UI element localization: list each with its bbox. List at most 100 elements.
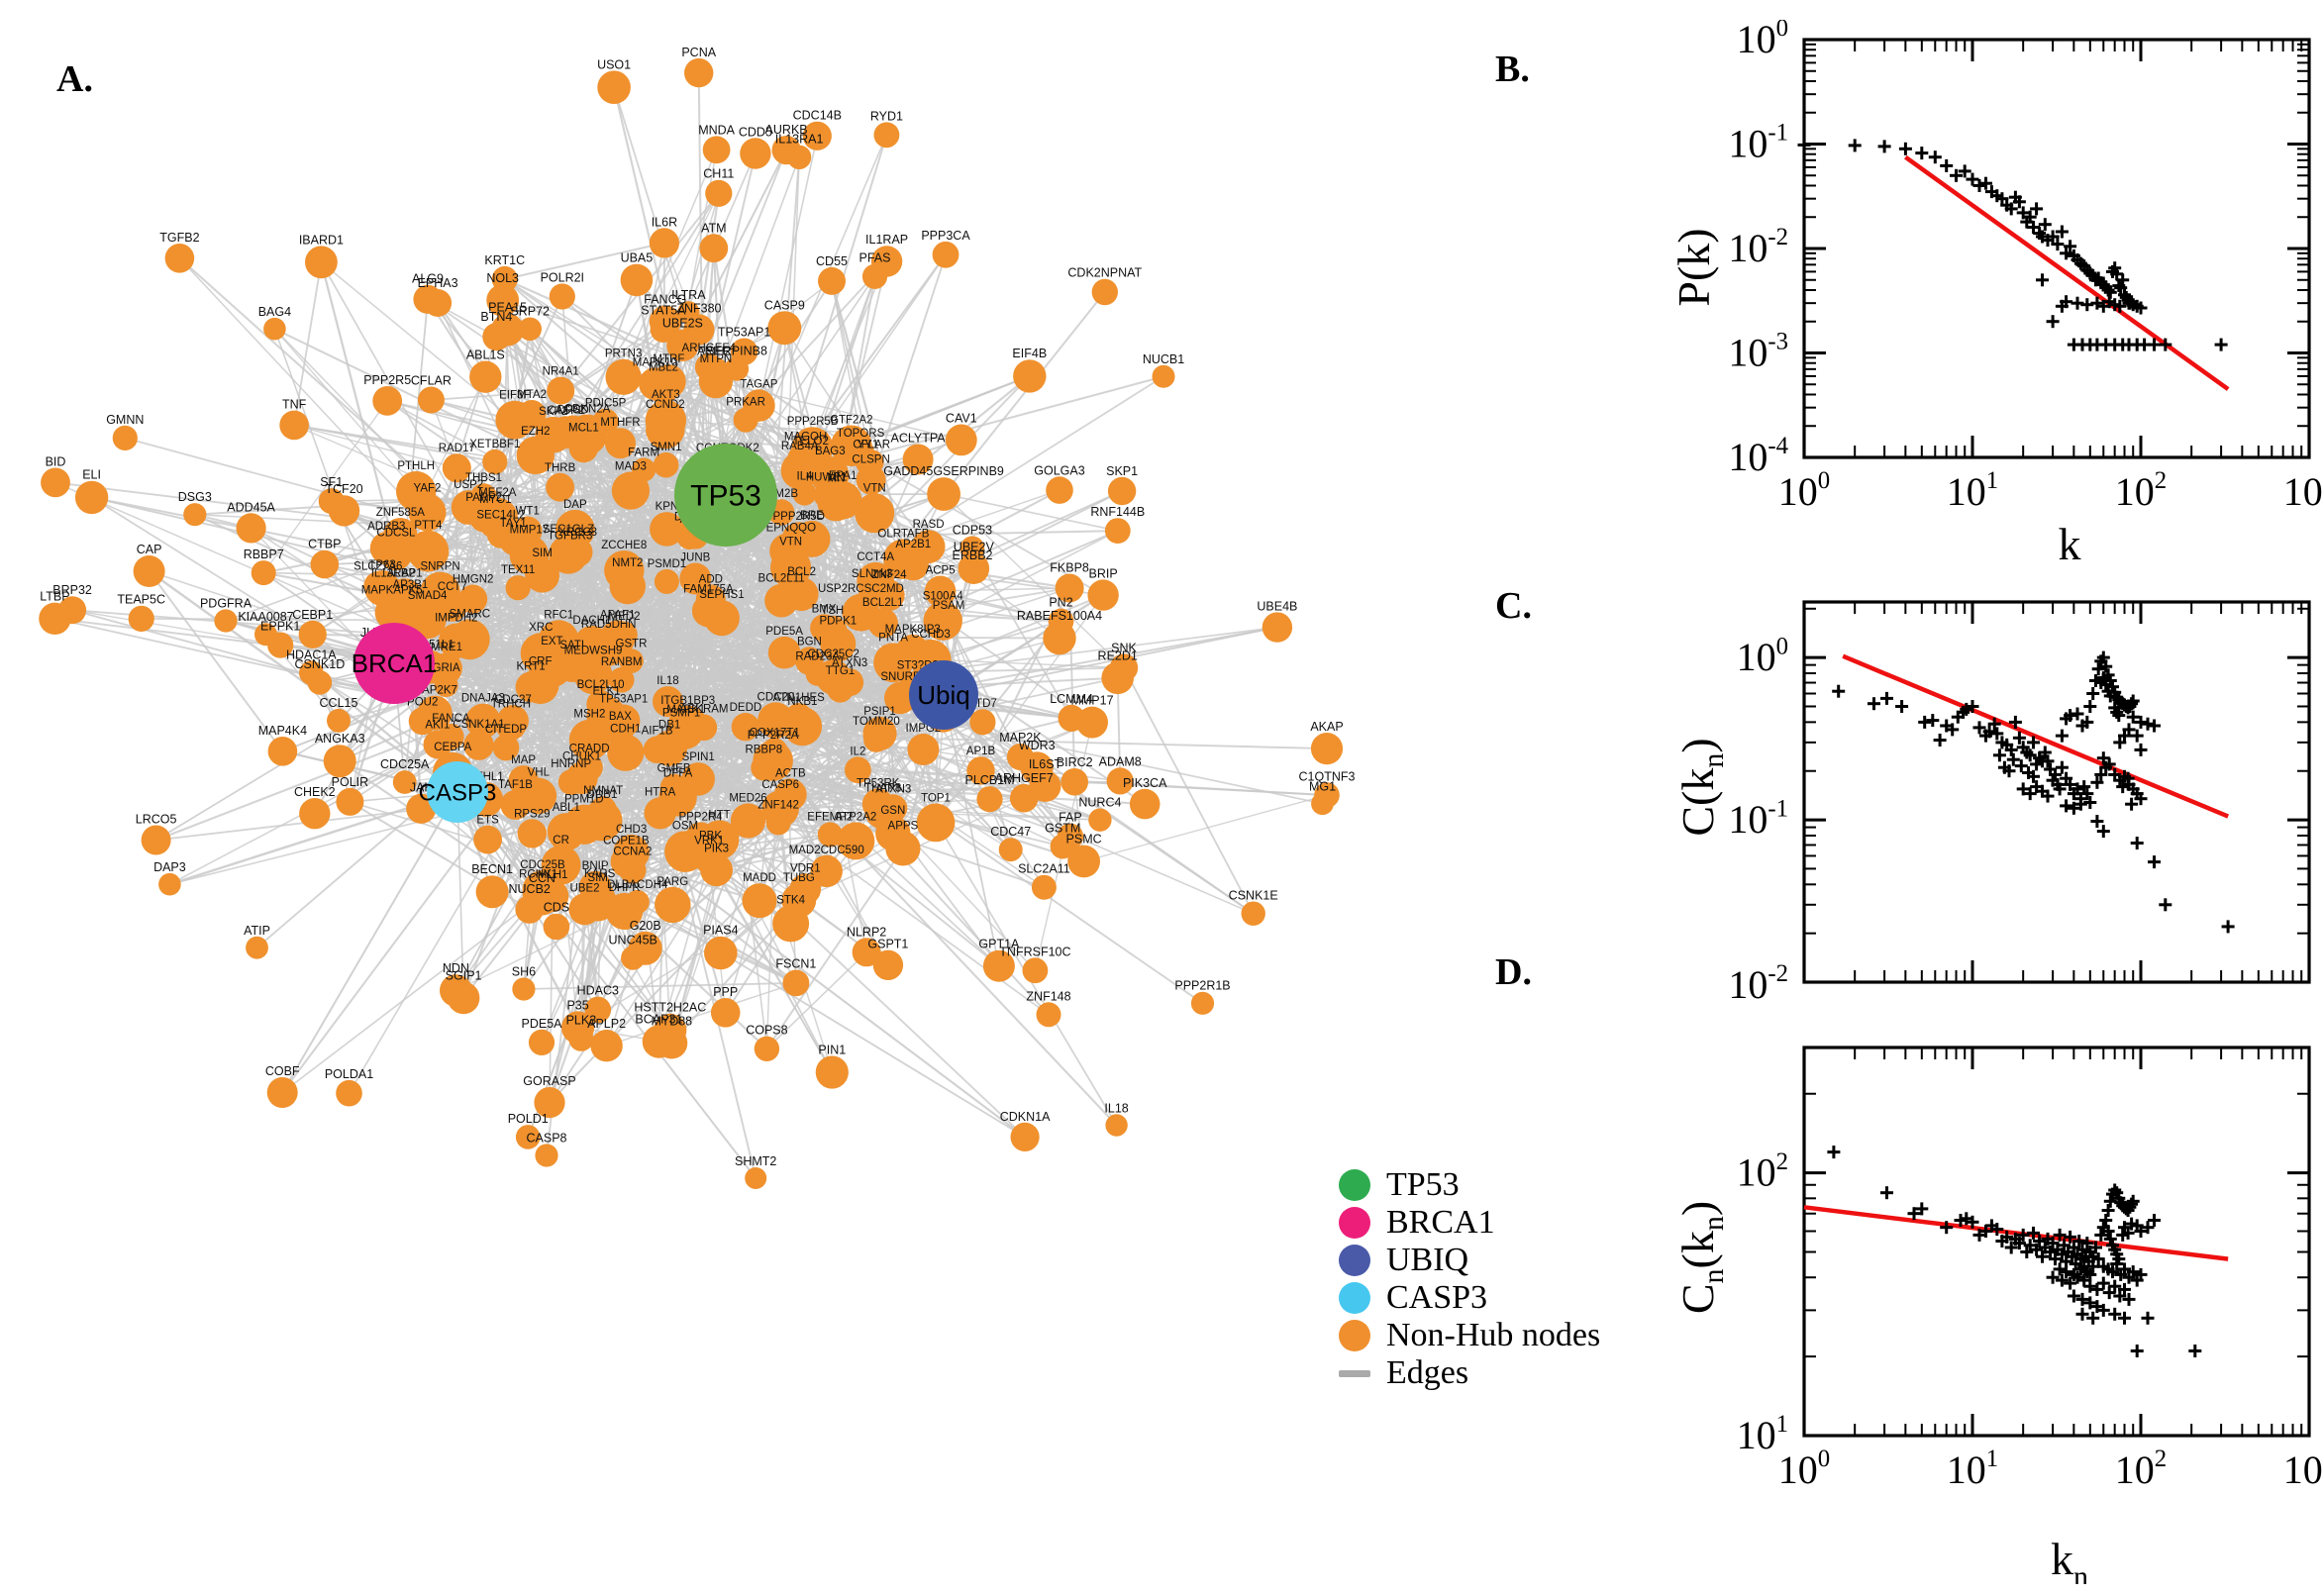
network-node[interactable] bbox=[873, 122, 900, 149]
network-node[interactable] bbox=[845, 756, 871, 784]
network-node[interactable] bbox=[1088, 808, 1112, 832]
network-node[interactable] bbox=[58, 596, 87, 625]
network-node[interactable] bbox=[730, 803, 766, 839]
network-node[interactable] bbox=[492, 734, 520, 761]
network-node[interactable] bbox=[1043, 621, 1076, 655]
network-node[interactable] bbox=[628, 931, 662, 965]
network-node[interactable] bbox=[855, 493, 895, 534]
network-node[interactable] bbox=[863, 727, 889, 752]
network-node[interactable] bbox=[818, 266, 846, 295]
network-node[interactable] bbox=[1058, 704, 1085, 733]
network-node[interactable] bbox=[810, 854, 843, 888]
network-node[interactable] bbox=[465, 703, 501, 739]
network-node[interactable] bbox=[535, 1144, 558, 1167]
network-node[interactable] bbox=[1106, 767, 1134, 795]
network-node[interactable] bbox=[74, 480, 109, 515]
network-node[interactable] bbox=[496, 705, 529, 737]
network-node[interactable] bbox=[655, 886, 691, 924]
network-node[interactable] bbox=[158, 872, 181, 896]
network-node[interactable] bbox=[884, 681, 917, 715]
network-node[interactable] bbox=[279, 410, 309, 441]
network-hub-nodes[interactable]: TP53 BRCA1 Ubiq CASP3 bbox=[352, 444, 978, 823]
network-node[interactable] bbox=[773, 778, 807, 812]
network-node[interactable] bbox=[586, 690, 615, 719]
network-node[interactable] bbox=[810, 614, 839, 643]
network-node[interactable] bbox=[608, 667, 635, 693]
network-node[interactable] bbox=[619, 648, 644, 673]
network-node[interactable] bbox=[653, 686, 683, 718]
network-node[interactable] bbox=[780, 451, 819, 490]
network-node[interactable] bbox=[681, 762, 715, 796]
network-node[interactable] bbox=[704, 936, 738, 970]
network-node[interactable] bbox=[764, 583, 798, 618]
network-node[interactable] bbox=[505, 575, 531, 601]
network-hub-casp3[interactable] bbox=[427, 761, 488, 823]
network-node[interactable] bbox=[1046, 476, 1073, 504]
network-node[interactable] bbox=[246, 936, 268, 959]
network-node[interactable] bbox=[1036, 1002, 1061, 1028]
network-node[interactable] bbox=[613, 834, 650, 871]
network-node[interactable] bbox=[646, 409, 685, 449]
network-node[interactable] bbox=[458, 584, 488, 614]
network-node[interactable] bbox=[789, 873, 822, 905]
network-node[interactable] bbox=[649, 228, 680, 258]
network-node[interactable] bbox=[932, 241, 960, 268]
network-node[interactable] bbox=[924, 575, 957, 608]
network-node[interactable] bbox=[605, 428, 636, 459]
network-node[interactable] bbox=[534, 1087, 565, 1119]
network-node[interactable] bbox=[214, 609, 238, 633]
network-node[interactable] bbox=[902, 444, 934, 475]
network-node[interactable] bbox=[620, 263, 654, 297]
network-node[interactable] bbox=[1013, 359, 1047, 393]
network-graph[interactable]: COBF C1QTNF3 AKAP IL18 MG1 LTBP BID DAP3 TGFB2 PC… bbox=[0, 0, 1456, 1596]
network-node[interactable] bbox=[923, 601, 962, 641]
network-node[interactable] bbox=[831, 425, 872, 467]
network-node[interactable] bbox=[536, 879, 569, 913]
network-node[interactable] bbox=[861, 788, 894, 821]
network-node[interactable] bbox=[128, 605, 154, 633]
network-node[interactable] bbox=[323, 745, 356, 778]
network-node[interactable] bbox=[659, 773, 688, 802]
network-node[interactable] bbox=[760, 738, 788, 765]
network-nodes[interactable] bbox=[39, 57, 1344, 1189]
network-node[interactable] bbox=[754, 1036, 780, 1062]
network-node[interactable] bbox=[1031, 874, 1057, 900]
network-node[interactable] bbox=[684, 57, 714, 88]
network-node[interactable] bbox=[515, 1125, 541, 1149]
network-node[interactable] bbox=[653, 451, 679, 478]
network-node[interactable] bbox=[705, 179, 733, 207]
network-node[interactable] bbox=[605, 358, 642, 395]
network-node[interactable] bbox=[1055, 573, 1084, 603]
network-node[interactable] bbox=[417, 386, 445, 414]
network-node[interactable] bbox=[786, 145, 812, 169]
network-node[interactable] bbox=[298, 620, 327, 649]
network-node[interactable] bbox=[654, 1013, 687, 1047]
network-node[interactable] bbox=[1067, 845, 1100, 878]
network-node[interactable] bbox=[1010, 1122, 1040, 1151]
network-node[interactable] bbox=[1087, 579, 1119, 611]
network-node[interactable] bbox=[372, 386, 403, 416]
network-node[interactable] bbox=[543, 913, 570, 941]
network-node[interactable] bbox=[815, 1055, 849, 1089]
panel-c-plot[interactable]: 100 10-1 C(kn) 10-2 bbox=[1673, 584, 2323, 1000]
network-node[interactable] bbox=[442, 453, 471, 483]
network-node[interactable] bbox=[813, 482, 840, 509]
network-node[interactable] bbox=[561, 1011, 595, 1045]
network-node[interactable] bbox=[547, 376, 575, 405]
network-node[interactable] bbox=[611, 621, 638, 648]
network-node[interactable] bbox=[861, 263, 888, 289]
network-node[interactable] bbox=[767, 311, 802, 346]
network-node[interactable] bbox=[431, 652, 462, 684]
network-node[interactable] bbox=[1129, 788, 1161, 820]
network-node[interactable] bbox=[541, 845, 581, 885]
network-node[interactable] bbox=[183, 503, 207, 527]
network-node[interactable] bbox=[742, 883, 777, 919]
network-node[interactable] bbox=[852, 938, 881, 967]
panel-d-plot[interactable]: 100101102103102101Cn(kn)kn bbox=[1673, 990, 2323, 1584]
network-node[interactable] bbox=[982, 949, 1015, 982]
network-node[interactable] bbox=[740, 138, 771, 169]
network-node[interactable] bbox=[702, 136, 731, 164]
network-node[interactable] bbox=[307, 670, 333, 695]
network-node[interactable] bbox=[473, 825, 502, 854]
network-node[interactable] bbox=[584, 996, 612, 1024]
